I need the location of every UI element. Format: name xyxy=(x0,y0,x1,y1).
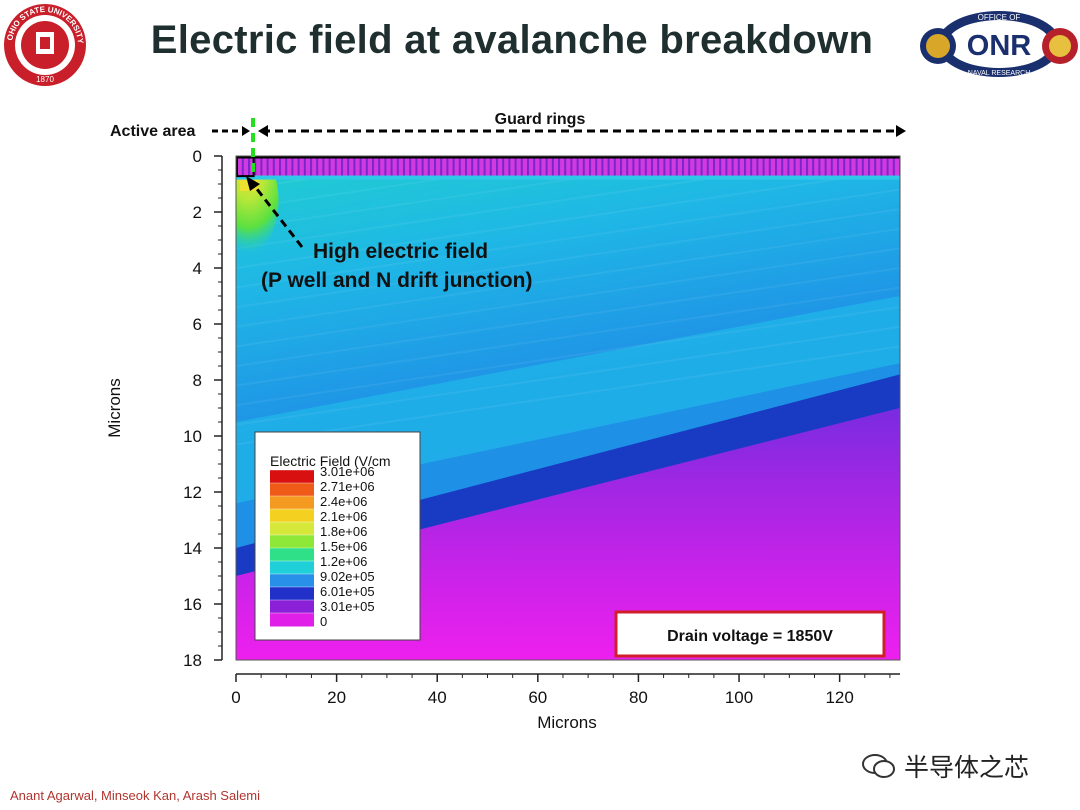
contour-line xyxy=(236,306,900,407)
legend-label: 2.1e+06 xyxy=(320,509,367,524)
watermark-text: 半导体之芯 xyxy=(904,754,1030,782)
guard-rings-arrowhead-right xyxy=(896,125,906,137)
y-tick-label: 10 xyxy=(183,427,202,446)
legend-swatch xyxy=(270,613,314,627)
guard-ring-layer xyxy=(236,156,900,176)
y-tick-label: 0 xyxy=(193,147,202,166)
contour-line xyxy=(236,188,900,289)
x-tick-label: 80 xyxy=(629,688,648,707)
high-field-label-1: High electric field xyxy=(313,240,488,263)
ohio-state-seal-icon: OHIO STATE UNIVERSITY 1870 xyxy=(4,4,86,86)
active-area-arrowhead xyxy=(242,126,250,136)
x-tick-label: 120 xyxy=(825,688,853,707)
y-tick-label: 4 xyxy=(193,259,202,278)
onr-text: ONR xyxy=(967,30,1032,62)
legend-label: 1.5e+06 xyxy=(320,539,367,554)
y-axis-label: Microns xyxy=(105,378,124,438)
legend-label: 0 xyxy=(320,614,327,629)
legend: Electric Field (V/cm 3.01e+062.71e+062.4… xyxy=(254,431,421,641)
y-tick-label: 18 xyxy=(183,651,202,670)
contour-line xyxy=(236,325,900,426)
contour-line xyxy=(236,247,900,348)
contour-line xyxy=(236,345,900,446)
legend-swatch xyxy=(270,470,314,484)
onr-bottom-text: NAVAL RESEARCH xyxy=(968,70,1031,77)
legend-swatch xyxy=(270,535,314,549)
contour-line xyxy=(236,286,900,387)
x-tick-label: 60 xyxy=(528,688,547,707)
drain-voltage-box: Drain voltage = 1850V xyxy=(614,610,886,658)
guard-rings-arrowhead-left xyxy=(258,125,268,137)
high-field-label-2: (P well and N drift junction) xyxy=(261,269,532,292)
legend-swatch xyxy=(270,496,314,510)
y-tick-label: 16 xyxy=(183,595,202,614)
legend-swatch xyxy=(270,574,314,588)
y-tick-label: 2 xyxy=(193,203,202,222)
slide-title: Electric field at avalanche breakdown xyxy=(150,18,874,62)
contour-line xyxy=(236,169,900,269)
guard-rings-label: Guard rings xyxy=(495,111,586,128)
y-tick-label: 8 xyxy=(193,371,202,390)
axes: 0 2 4 6 8 10 12 14 16 18 0 20 40 60 80 100 120 xyxy=(183,147,901,707)
slide-footer: Anant Agarwal, Minseok Kan, Arash Salemi xyxy=(10,788,261,803)
active-area-label: Active area xyxy=(110,123,195,140)
legend-title: Electric Field (V/cm xyxy=(270,453,391,469)
legend-swatch xyxy=(270,587,314,601)
contour-line xyxy=(236,227,900,328)
x-tick-label: 40 xyxy=(428,688,447,707)
watermark: 半导体之芯 xyxy=(862,748,1029,784)
legend-label: 1.8e+06 xyxy=(320,524,367,539)
legend-swatch xyxy=(270,483,314,497)
high-field-arrowhead xyxy=(246,176,260,191)
plot-frame xyxy=(235,155,901,661)
high-field-arrow xyxy=(251,183,304,248)
legend-label: 6.01e+05 xyxy=(320,584,375,599)
contour-line xyxy=(236,267,900,367)
seal-year: 1870 xyxy=(36,75,54,84)
legend-label: 3.01e+05 xyxy=(320,599,375,614)
x-tick-label: 100 xyxy=(725,688,753,707)
legend-swatch xyxy=(270,548,314,562)
y-tick-label: 6 xyxy=(193,315,202,334)
legend-label: 9.02e+05 xyxy=(320,569,375,584)
x-axis-label: Microns xyxy=(537,713,597,732)
legend-swatch xyxy=(270,509,314,523)
legend-label: 2.71e+06 xyxy=(320,479,375,494)
drain-voltage-label: Drain voltage = 1850V xyxy=(667,628,833,645)
contour-line xyxy=(236,156,737,230)
contour-line xyxy=(236,208,900,309)
onr-top-text: OFFICE OF xyxy=(978,13,1021,22)
legend-swatch xyxy=(270,522,314,536)
legend-label: 2.4e+06 xyxy=(320,494,367,509)
legend-swatch xyxy=(270,600,314,614)
wechat-icon xyxy=(862,754,895,778)
legend-label: 3.01e+06 xyxy=(320,464,375,479)
x-tick-label: 20 xyxy=(327,688,346,707)
y-tick-label: 14 xyxy=(183,539,202,558)
x-tick-label: 0 xyxy=(231,688,240,707)
guard-ring-edge xyxy=(236,175,900,180)
onr-logo-icon: ONR OFFICE OF NAVAL RESEARCH xyxy=(920,11,1078,77)
annotations: Active area Guard rings High electric fi… xyxy=(110,111,906,292)
legend-swatch xyxy=(270,561,314,575)
y-tick-label: 12 xyxy=(183,483,202,502)
legend-label: 1.2e+06 xyxy=(320,554,367,569)
